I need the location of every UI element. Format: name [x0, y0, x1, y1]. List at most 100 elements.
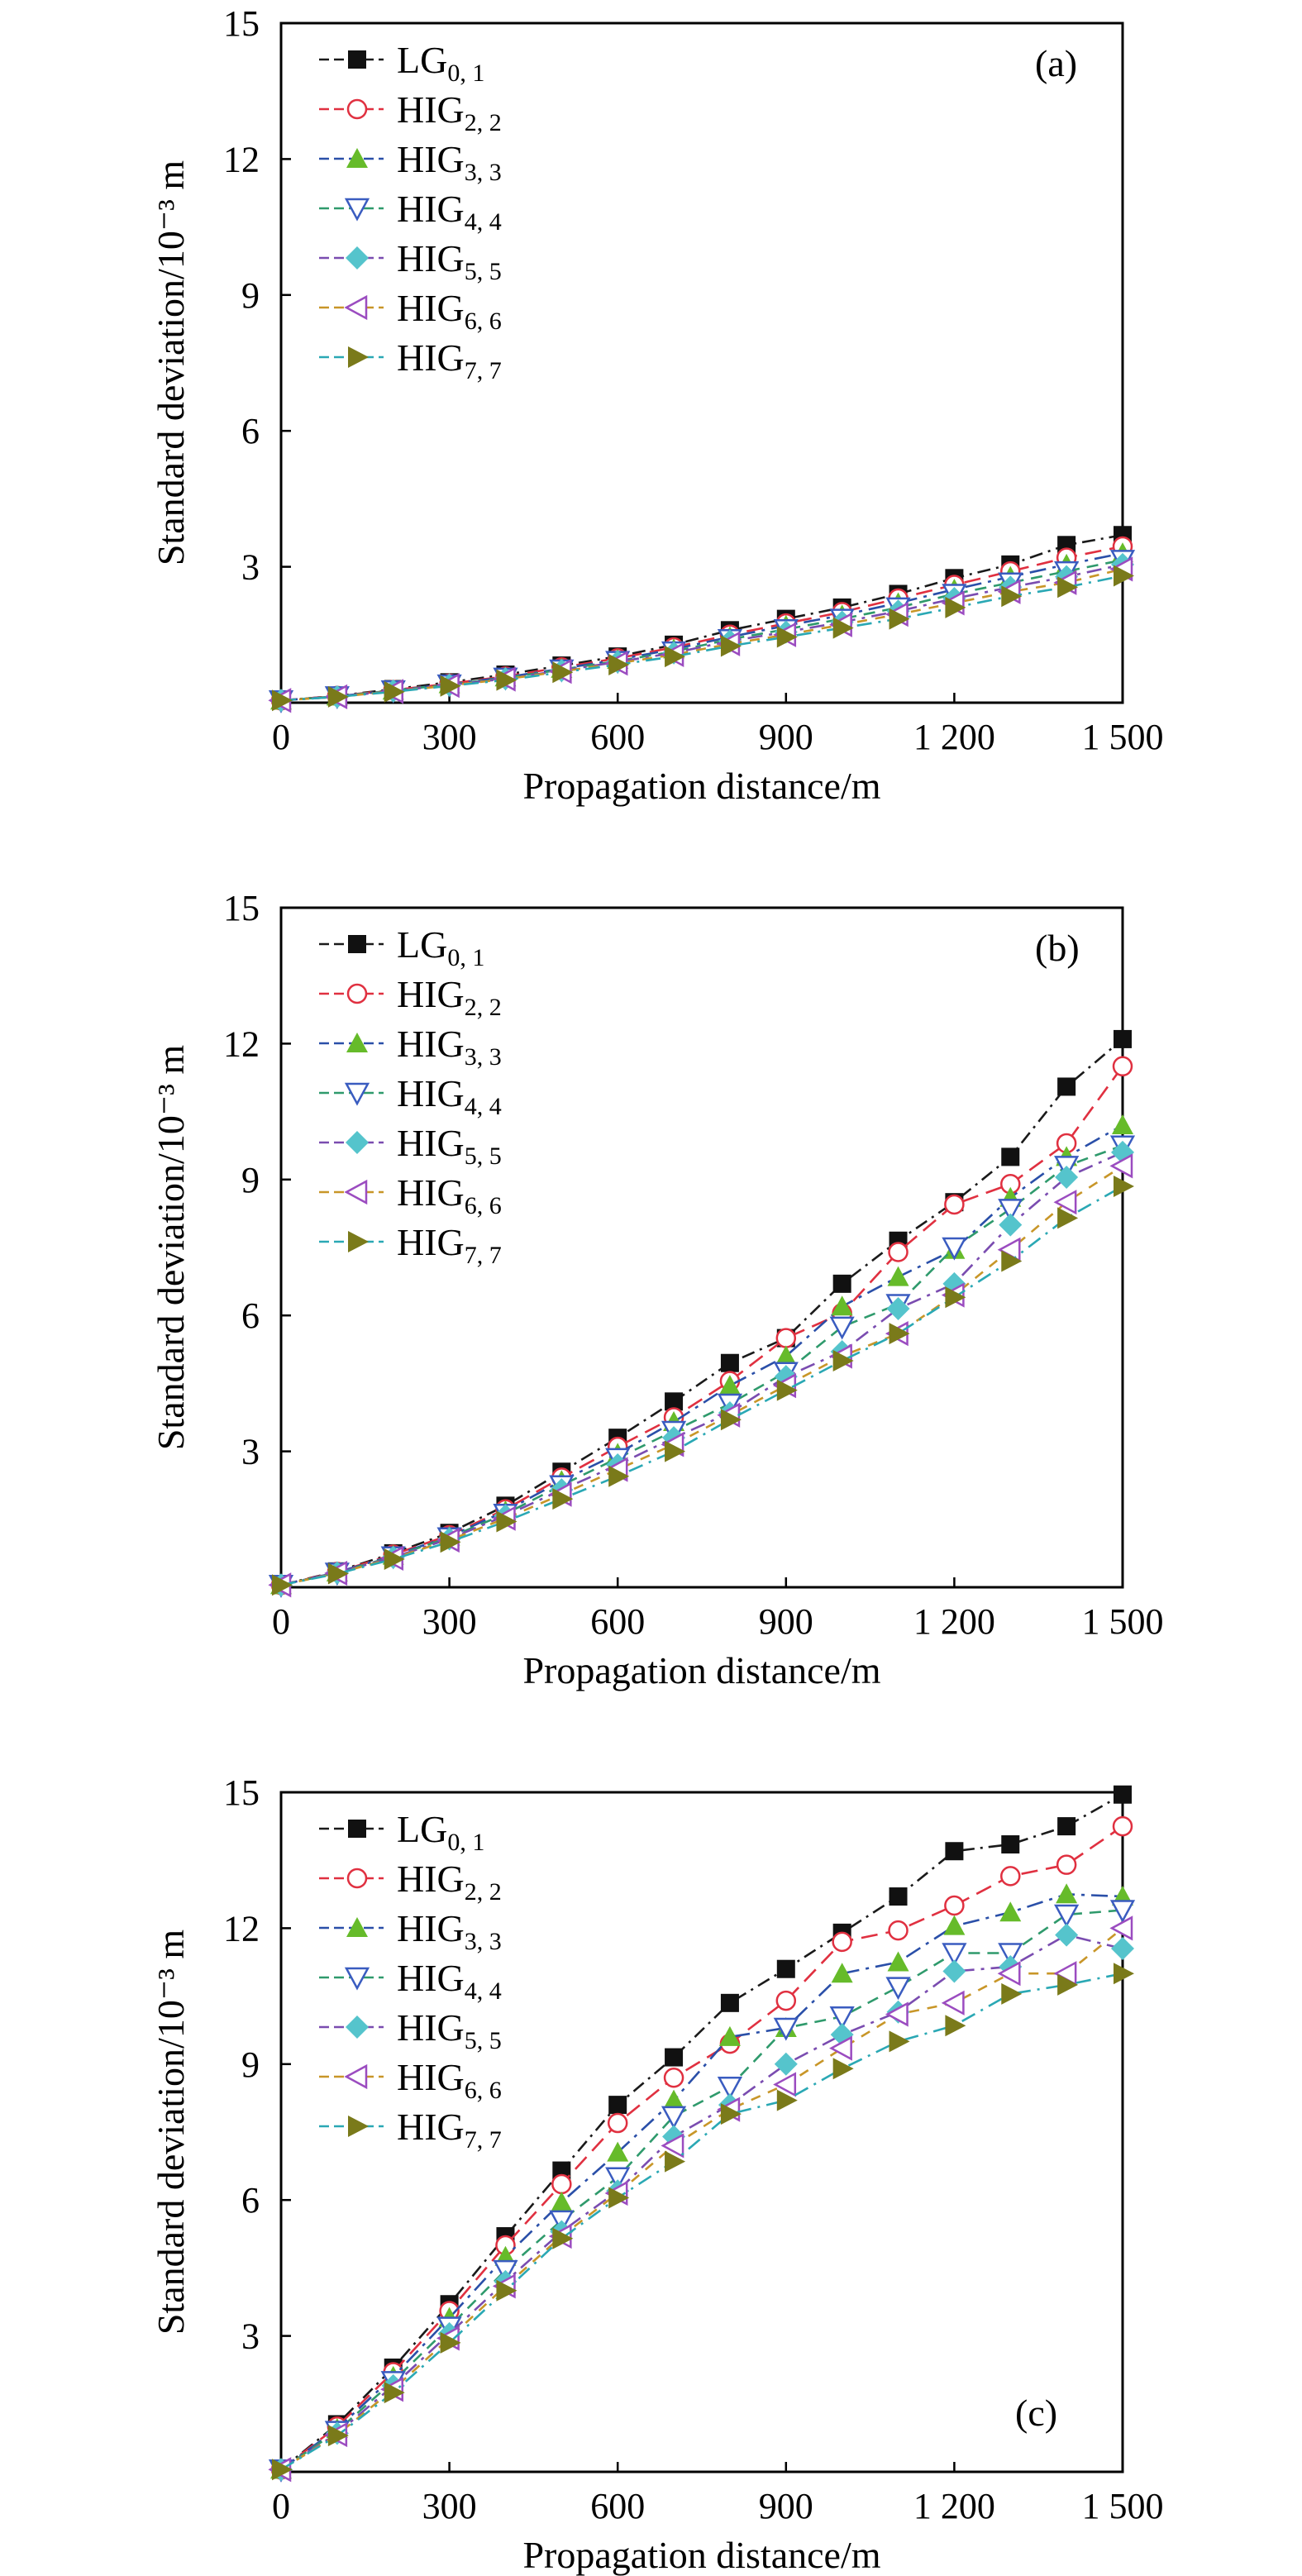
data-point [384, 680, 405, 703]
data-point [776, 1959, 795, 1978]
legend-label: LG0, 1 [397, 39, 484, 87]
data-point [1000, 1866, 1021, 1887]
data-point [496, 669, 517, 691]
data-point [1057, 1077, 1076, 1096]
data-point [997, 1961, 1021, 1987]
legend-marker [344, 1179, 368, 1205]
y-tick-label: 3 [241, 2316, 260, 2357]
legend-label: HIG2, 2 [397, 1858, 502, 1906]
legend-label: LG0, 1 [397, 1808, 484, 1856]
data-point [945, 1842, 964, 1861]
x-tick-label: 1 500 [1082, 2486, 1164, 2526]
legend-label: HIG6, 6 [397, 287, 502, 335]
data-point [831, 1295, 853, 1316]
legend-label: HIG3, 3 [397, 1907, 502, 1955]
data-point [1057, 1973, 1079, 1996]
legend-label: HIG6, 6 [397, 1171, 502, 1219]
y-tick-label: 15 [223, 888, 260, 928]
chart-panel-1: 0 300 600 900 1 200 1 500 3 6 9 12 15 Propagation d… [150, 3, 1164, 807]
panel-label: (c) [1015, 2392, 1057, 2434]
data-point [720, 1353, 739, 1372]
plot-frame [279, 906, 1124, 1589]
series-line [280, 559, 1123, 702]
y-tick-label: 15 [223, 3, 260, 44]
legend-entry: LG0, 1 [319, 923, 484, 971]
legend-marker [348, 1231, 369, 1252]
data-point [889, 1323, 910, 1345]
data-point [944, 1194, 965, 1215]
data-point [887, 1266, 909, 1286]
data-point [998, 1199, 1023, 1223]
y-axis-title: Standard deviation/10⁻³ m [150, 160, 192, 566]
legend-marker [344, 1082, 370, 1106]
data-point [1109, 1915, 1133, 1941]
x-tick-label: 900 [759, 717, 813, 757]
data-point [663, 2067, 684, 2088]
legend-marker [344, 198, 370, 222]
data-point [888, 1920, 909, 1941]
data-point [775, 1328, 797, 1348]
data-point [496, 2279, 517, 2302]
legend-label: HIG7, 7 [397, 2106, 502, 2154]
series-line [280, 568, 1123, 702]
data-point [774, 2052, 798, 2076]
legend-label: HIG7, 7 [397, 336, 502, 384]
legend-entry: HIG6, 6 [319, 2056, 502, 2104]
y-axis-title: Standard deviation/10⁻³ m [150, 1930, 192, 2335]
data-point [1112, 1056, 1133, 1077]
data-point [945, 2015, 966, 2037]
x-tick-label: 1 200 [913, 1601, 995, 1642]
legend-entry: HIG4, 4 [319, 1072, 502, 1120]
legend-label: HIG4, 4 [397, 1957, 502, 2005]
data-point [665, 1392, 684, 1411]
data-point [1114, 1176, 1134, 1198]
legend-marker [348, 346, 369, 368]
legend-entry: HIG6, 6 [319, 1171, 502, 1219]
data-point [720, 1993, 739, 2012]
chart-panel-2: 0 300 600 900 1 200 1 500 3 6 9 12 15 Propagation d… [150, 888, 1164, 1691]
y-tick-label: 6 [241, 411, 260, 451]
data-point [665, 2048, 684, 2067]
data-point [1053, 1190, 1077, 1215]
data-point [496, 1510, 517, 1533]
data-point [720, 2103, 742, 2125]
x-tick-label: 1 200 [913, 717, 995, 757]
data-point [775, 1990, 797, 2011]
series-lg-0-1 [272, 1029, 1132, 1595]
legend-label: HIG5, 5 [397, 237, 502, 285]
data-point [886, 1296, 910, 1320]
x-tick-label: 1 200 [913, 2486, 995, 2526]
legend-entry: HIG3, 3 [319, 138, 502, 186]
data-point [1114, 1029, 1132, 1048]
y-tick-label: 6 [241, 1295, 260, 1336]
data-point [1114, 1785, 1132, 1804]
data-point [384, 2382, 405, 2404]
data-point [942, 1237, 967, 1261]
legend-entry: HIG4, 4 [319, 188, 502, 236]
data-point [773, 2072, 797, 2097]
series-line [280, 533, 1123, 702]
data-point [1114, 1963, 1134, 1985]
legend-entry: LG0, 1 [319, 39, 484, 87]
data-point [829, 2006, 855, 2030]
y-tick-label: 9 [241, 1160, 260, 1200]
legend-entry: LG0, 1 [319, 1808, 484, 1856]
plot-frame [279, 1791, 1124, 2473]
legend-marker [344, 294, 368, 321]
legend-entry: HIG7, 7 [319, 1221, 502, 1269]
data-point [889, 2030, 910, 2053]
data-point [551, 2191, 573, 2211]
data-point [1112, 1815, 1133, 1837]
data-point [608, 1465, 630, 1487]
series-line [280, 1927, 1123, 2471]
x-tick-label: 0 [272, 1601, 290, 1642]
data-point [717, 2076, 743, 2100]
data-point [552, 1488, 574, 1510]
data-point [607, 2141, 629, 2162]
data-point [942, 1959, 966, 1983]
data-point [272, 2459, 293, 2481]
data-point [1001, 1147, 1020, 1166]
legend-label: HIG2, 2 [397, 88, 502, 136]
series-line [280, 1793, 1123, 2471]
